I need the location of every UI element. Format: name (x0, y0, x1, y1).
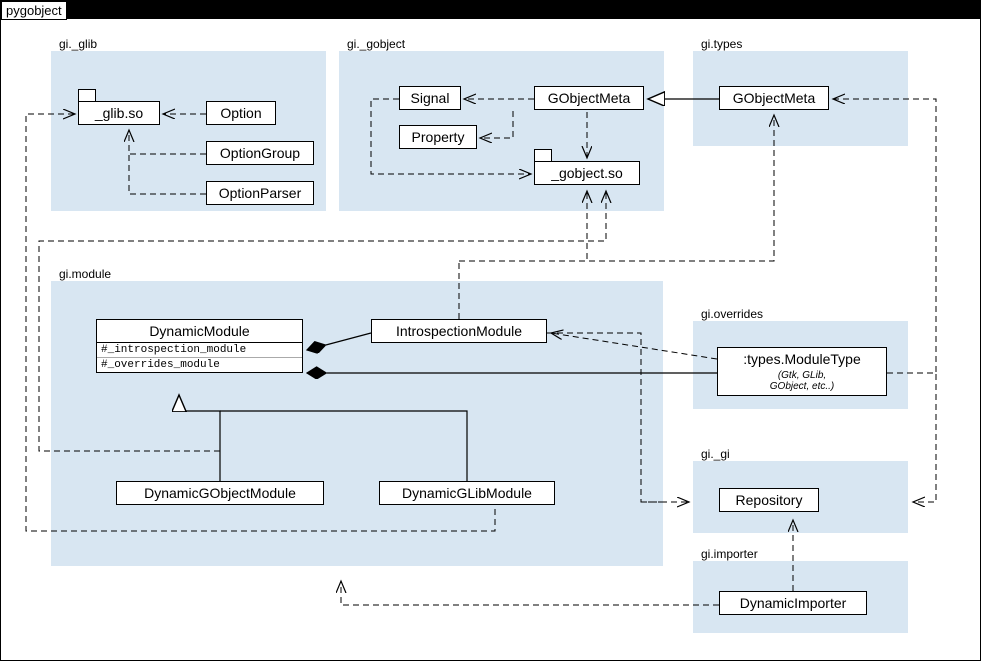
package-label-module: gi.module (59, 267, 111, 281)
package-label-types: gi.types (701, 37, 742, 51)
class-dynamicmodule-attrs: #_introspection_module #_overrides_modul… (97, 342, 302, 372)
package-label-gi: gi._gi (701, 447, 730, 461)
package-gobject (339, 51, 664, 211)
class-signal: Signal (399, 86, 461, 110)
package-label-glib: gi._glib (59, 37, 97, 51)
class-property: Property (399, 125, 477, 149)
class-dyn-importer: DynamicImporter (719, 591, 867, 615)
class-types-meta: GObjectMeta (719, 86, 829, 110)
class-dyn-glib: DynamicGLibModule (379, 481, 555, 505)
class-dynamicmodule: DynamicModule #_introspection_module #_o… (96, 319, 303, 373)
module-tab-glib (78, 89, 96, 101)
class-repository: Repository (719, 488, 819, 512)
class-option-group: OptionGroup (206, 141, 314, 165)
package-label-importer: gi.importer (701, 547, 758, 561)
diagram-frame: pygobject gi._glib gi._gobject gi.types … (0, 0, 981, 661)
package-label-overrides: gi.overrides (701, 307, 763, 321)
class-module-type: :types.ModuleType (Gtk, GLib, GObject, e… (717, 347, 887, 396)
class-dyn-gobject: DynamicGObjectModule (116, 481, 324, 505)
class-introspection: IntrospectionModule (371, 319, 547, 343)
class-option-parser: OptionParser (206, 181, 314, 205)
module-tab-gobject (534, 149, 552, 161)
class-gobjectmeta: GObjectMeta (534, 86, 644, 110)
class-module-type-sub: (Gtk, GLib, GObject, etc..) (718, 370, 886, 395)
package-label-gobject: gi._gobject (347, 37, 405, 51)
title-bar (1, 1, 980, 19)
class-glib-so: _glib.so (78, 101, 160, 125)
class-gobject-so: _gobject.so (534, 161, 640, 185)
diagram-title: pygobject (1, 1, 67, 20)
class-option: Option (206, 101, 276, 125)
